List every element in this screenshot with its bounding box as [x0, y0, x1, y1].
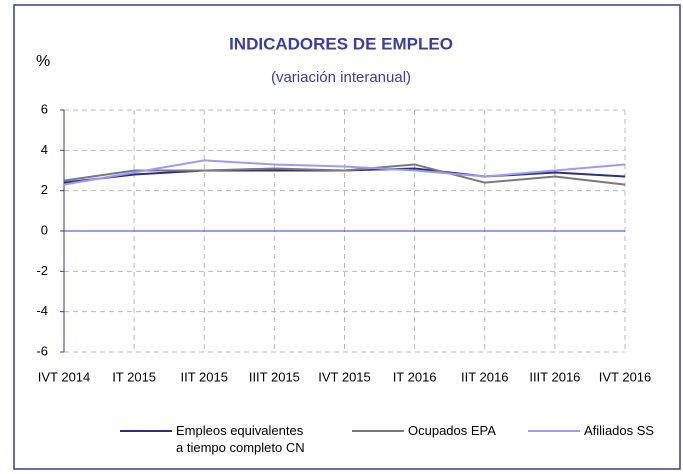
legend-swatch: [352, 430, 404, 432]
y-tick-label: -2: [36, 263, 48, 278]
y-tick-label: 2: [41, 182, 48, 197]
frame: [13, 4, 681, 470]
x-tick-label: IT 2016: [393, 369, 437, 384]
series-line: [63, 163, 626, 186]
legend-item: Afiliados SS: [528, 422, 654, 439]
x-tick-label: IVT 2015: [318, 369, 371, 384]
y-tick-label: -6: [36, 343, 48, 358]
x-tick-label: IIIT 2015: [249, 369, 300, 384]
y-tick-label: -4: [36, 303, 48, 318]
legend-item: Ocupados EPA: [352, 422, 496, 439]
x-tick-label: IIT 2015: [181, 369, 228, 384]
y-axis-label: %: [36, 53, 50, 70]
x-tick-label: IIIT 2016: [529, 369, 580, 384]
legend-label: Empleos equivalentes a tiempo completo C…: [176, 423, 305, 455]
series-line: [63, 159, 626, 186]
legend-swatch: [120, 430, 172, 432]
x-tick-label: IIT 2016: [461, 369, 508, 384]
legend-label: Afiliados SS: [584, 423, 655, 438]
x-tick-label: IVT 2014: [38, 369, 91, 384]
y-tick-label: 0: [41, 222, 48, 237]
legend-label: Ocupados EPA: [408, 423, 496, 438]
y-tick-label: 4: [41, 142, 48, 157]
x-tick-label: IVT 2016: [599, 369, 652, 384]
chart-title: INDICADORES DE EMPLEO: [229, 34, 453, 53]
chart-subtitle: (variación interanual): [271, 69, 411, 86]
legend-item: Empleos equivalentes a tiempo completo C…: [120, 422, 305, 456]
legend-swatch: [528, 430, 580, 432]
y-tick-label: 6: [41, 101, 48, 116]
x-tick-label: IT 2015: [112, 369, 156, 384]
